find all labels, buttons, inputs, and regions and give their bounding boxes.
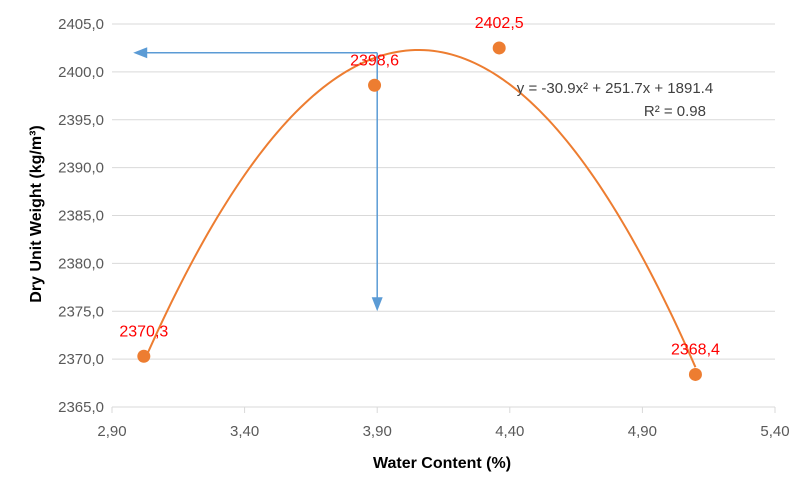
axis-layer: 2365,0 2370,0 2375,0 2380,0 2385,0 2390,0 2395… <box>58 16 789 440</box>
y-tick-label: 2400,0 <box>58 64 104 81</box>
y-tick-label: 2405,0 <box>58 16 104 33</box>
data-point <box>368 78 382 92</box>
data-label: 2368,4 <box>671 341 720 358</box>
x-tick-label: 5,40 <box>760 423 789 440</box>
y-tick-label: 2395,0 <box>58 112 104 129</box>
y-tick-label: 2385,0 <box>58 208 104 225</box>
arrow-down-head <box>371 297 383 312</box>
arrow-left-head <box>133 47 148 59</box>
data-label: 2402,5 <box>475 15 524 32</box>
trendline-r-squared: R² = 0.98 <box>644 103 706 120</box>
data-label: 2370,3 <box>119 323 168 340</box>
y-tick-label: 2390,0 <box>58 160 104 177</box>
x-axis-title: Water Content (%) <box>373 455 511 472</box>
points-layer <box>137 41 702 381</box>
y-tick-label: 2375,0 <box>58 303 104 320</box>
y-tick-label: 2380,0 <box>58 255 104 272</box>
data-point <box>688 367 702 381</box>
data-point <box>492 41 506 55</box>
y-tick-label: 2365,0 <box>58 399 104 416</box>
x-tick-label: 4,90 <box>628 423 657 440</box>
data-label: 2398,6 <box>350 52 399 69</box>
y-tick-label: 2370,0 <box>58 351 104 368</box>
trendline-equation: y = -30.9x² + 251.7x + 1891.4 <box>517 80 713 97</box>
trendline-layer <box>142 48 697 368</box>
y-axis-title: Dry Unit Weight (kg/m³) <box>28 125 45 302</box>
x-tick-label: 2,90 <box>97 423 126 440</box>
labels-layer: 2370,3 2398,6 2402,5 2368,4 <box>119 15 720 359</box>
annotation-layer <box>133 47 383 312</box>
x-tick-label: 4,40 <box>495 423 524 440</box>
trendline-curve <box>142 48 697 368</box>
x-tick-label: 3,90 <box>363 423 392 440</box>
x-tick-label: 3,40 <box>230 423 259 440</box>
grid-layer <box>112 23 775 360</box>
data-point <box>137 349 151 363</box>
